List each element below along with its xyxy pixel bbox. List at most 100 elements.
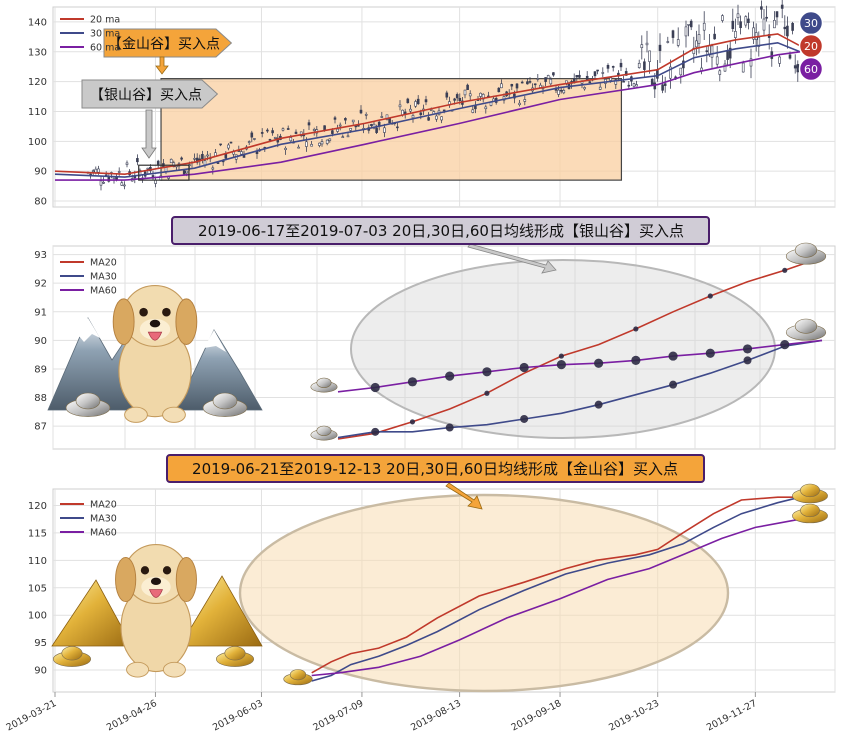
x-tick-label: 2019-04-26 bbox=[105, 698, 159, 734]
dog-ear bbox=[115, 556, 137, 603]
candle-body bbox=[411, 115, 415, 119]
data-point bbox=[409, 419, 416, 425]
y-tick-label: 140 bbox=[28, 17, 47, 28]
candle-body bbox=[195, 157, 199, 163]
candle-body bbox=[715, 56, 719, 65]
legend-label: 20 ma bbox=[90, 15, 120, 26]
candle-body bbox=[526, 81, 529, 85]
silver-valley-ellipse bbox=[350, 259, 776, 439]
candle-body bbox=[180, 157, 183, 160]
legend-label: MA60 bbox=[90, 528, 117, 539]
candle-body bbox=[154, 179, 157, 184]
candle-body bbox=[575, 75, 579, 78]
candle-body bbox=[325, 139, 329, 144]
candle-body bbox=[721, 15, 724, 21]
candle-body bbox=[713, 33, 716, 40]
candle-body bbox=[544, 77, 547, 82]
candle-body bbox=[596, 69, 599, 72]
badge-text: 20 bbox=[804, 40, 818, 53]
candle-body bbox=[146, 167, 150, 170]
candle-body bbox=[398, 104, 402, 108]
candle-body bbox=[648, 50, 651, 62]
candle-body bbox=[689, 20, 693, 28]
data-point bbox=[407, 377, 418, 387]
ingot-top bbox=[316, 425, 332, 436]
silver-ingot-small bbox=[310, 425, 338, 441]
candle-body bbox=[307, 122, 311, 126]
candle-body bbox=[515, 83, 519, 89]
data-point bbox=[742, 344, 753, 354]
data-point bbox=[705, 348, 715, 358]
ingot-top bbox=[794, 318, 818, 334]
candle-body bbox=[219, 143, 222, 146]
candle-body bbox=[513, 93, 516, 99]
candle-body bbox=[344, 118, 347, 121]
candle-body bbox=[578, 74, 581, 78]
dog-muzzle bbox=[141, 576, 171, 597]
dog-eye bbox=[139, 307, 148, 317]
gold-pointer bbox=[155, 56, 169, 75]
candle-body bbox=[744, 16, 748, 26]
candle-body bbox=[627, 84, 631, 87]
candle-body bbox=[739, 21, 742, 29]
candle-body bbox=[91, 170, 95, 172]
candle-body bbox=[765, 16, 768, 19]
candle-body bbox=[289, 137, 293, 142]
candle-body bbox=[656, 69, 659, 79]
silver-panel-title: 2019-06-17至2019-07-03 20日,30日,60日均线形成【银山… bbox=[198, 222, 684, 240]
y-tick-label: 120 bbox=[28, 501, 47, 512]
legend-label: MA30 bbox=[90, 272, 117, 283]
candle-body bbox=[635, 84, 638, 87]
candle-body bbox=[310, 144, 313, 147]
candle-body bbox=[346, 135, 350, 138]
ingot-top bbox=[61, 646, 83, 661]
silver-ingot bbox=[65, 392, 111, 417]
legend-label: MA30 bbox=[90, 514, 117, 525]
candle-body bbox=[471, 109, 475, 113]
candle-body bbox=[614, 79, 618, 85]
candle-body bbox=[523, 99, 527, 102]
candle-body bbox=[323, 125, 326, 131]
dog-decoration-silver bbox=[112, 285, 198, 423]
candle-body bbox=[718, 70, 722, 75]
candle-body bbox=[396, 126, 399, 129]
data-point bbox=[556, 360, 566, 370]
dog-paw bbox=[126, 661, 150, 678]
ma-line-20 bbox=[54, 33, 801, 176]
silver-title-pointer bbox=[467, 243, 557, 274]
dog-nose bbox=[150, 577, 162, 586]
candle-body bbox=[637, 62, 641, 68]
data-point bbox=[669, 380, 678, 389]
dog-ear bbox=[112, 298, 135, 345]
candle-body bbox=[312, 129, 316, 131]
data-point bbox=[445, 423, 454, 432]
dog-eye bbox=[162, 307, 171, 317]
candle-body bbox=[294, 131, 298, 134]
data-point bbox=[594, 358, 604, 368]
silver-ingot-top bbox=[785, 242, 827, 265]
data-point bbox=[780, 340, 790, 350]
candle-body bbox=[182, 170, 186, 175]
y-tick-label: 110 bbox=[28, 107, 47, 118]
candle-body bbox=[380, 116, 384, 118]
candle-body bbox=[435, 115, 438, 120]
candle-body bbox=[780, 4, 784, 9]
candle-body bbox=[518, 102, 521, 105]
candle-body bbox=[650, 78, 654, 86]
data-point bbox=[520, 414, 529, 423]
candle-body bbox=[297, 146, 300, 149]
ingot-top bbox=[800, 503, 820, 518]
candle-body bbox=[440, 116, 443, 121]
candle-body bbox=[320, 141, 324, 145]
candle-body bbox=[216, 162, 220, 164]
candle-body bbox=[536, 78, 540, 80]
gold-pyramid-right bbox=[179, 575, 263, 647]
candle-body bbox=[406, 98, 410, 104]
candle-body bbox=[773, 20, 776, 29]
ingot-top bbox=[800, 483, 820, 498]
dog-nose bbox=[149, 319, 161, 328]
y-tick-label: 91 bbox=[34, 307, 47, 318]
ingot-top bbox=[212, 392, 238, 410]
gold-title-pointer bbox=[445, 482, 483, 510]
candle-body bbox=[611, 66, 615, 68]
